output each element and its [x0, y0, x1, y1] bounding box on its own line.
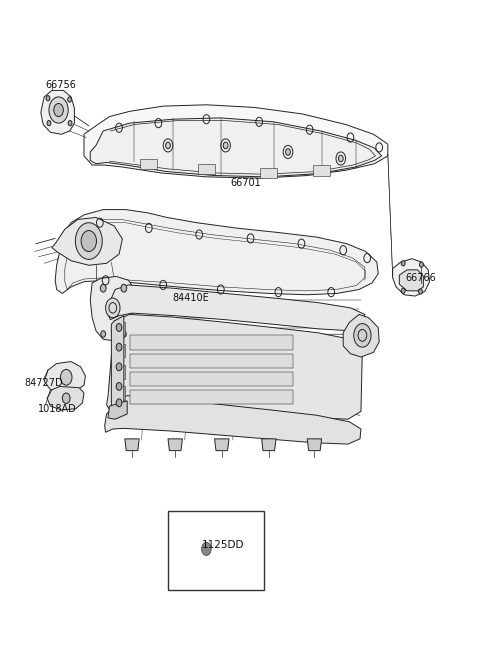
Polygon shape: [55, 210, 378, 295]
Polygon shape: [399, 270, 423, 291]
Polygon shape: [41, 90, 74, 134]
Circle shape: [401, 288, 405, 293]
Bar: [120, 386, 125, 400]
Polygon shape: [343, 314, 379, 357]
Circle shape: [116, 399, 122, 407]
Circle shape: [202, 542, 211, 555]
Circle shape: [62, 393, 70, 403]
Bar: [168, 511, 264, 590]
Text: 66766: 66766: [406, 273, 436, 284]
Bar: [120, 365, 125, 379]
Bar: [140, 159, 157, 169]
Bar: [120, 322, 125, 335]
Polygon shape: [47, 386, 84, 410]
Circle shape: [49, 97, 68, 123]
Circle shape: [106, 298, 120, 318]
Polygon shape: [111, 316, 124, 409]
Bar: [198, 164, 215, 174]
Circle shape: [286, 149, 290, 155]
Circle shape: [354, 324, 371, 347]
Polygon shape: [107, 314, 362, 419]
Circle shape: [101, 331, 106, 337]
Circle shape: [121, 284, 127, 292]
Polygon shape: [215, 439, 229, 451]
Polygon shape: [307, 439, 322, 451]
Polygon shape: [52, 217, 122, 265]
Polygon shape: [84, 105, 388, 178]
Text: 66756: 66756: [46, 80, 76, 90]
Circle shape: [401, 261, 405, 266]
Circle shape: [46, 96, 50, 101]
Text: 84410E: 84410E: [173, 293, 210, 303]
Polygon shape: [90, 118, 382, 177]
Circle shape: [54, 103, 63, 117]
Text: 1018AD: 1018AD: [38, 404, 77, 415]
Circle shape: [116, 324, 122, 331]
Polygon shape: [125, 439, 139, 451]
Circle shape: [166, 142, 170, 149]
Circle shape: [338, 155, 343, 162]
Circle shape: [60, 369, 72, 385]
Polygon shape: [393, 259, 430, 296]
Polygon shape: [90, 276, 134, 341]
Polygon shape: [108, 401, 127, 419]
Text: 1125DD: 1125DD: [202, 540, 244, 550]
Circle shape: [116, 383, 122, 390]
Text: 66701: 66701: [230, 178, 261, 189]
Bar: [313, 165, 330, 176]
Text: 84727D: 84727D: [24, 378, 62, 388]
Circle shape: [100, 284, 106, 292]
Bar: [130, 372, 293, 386]
Bar: [130, 335, 293, 350]
Circle shape: [419, 289, 422, 294]
Circle shape: [116, 363, 122, 371]
Circle shape: [47, 121, 51, 126]
Bar: [120, 344, 125, 357]
Circle shape: [81, 231, 96, 252]
Polygon shape: [44, 362, 85, 393]
Circle shape: [121, 331, 126, 337]
Bar: [260, 168, 277, 178]
Polygon shape: [105, 396, 361, 444]
Circle shape: [223, 142, 228, 149]
Bar: [130, 390, 293, 404]
Polygon shape: [108, 285, 365, 331]
Circle shape: [68, 121, 72, 126]
Bar: [130, 354, 293, 368]
Circle shape: [75, 223, 102, 259]
Circle shape: [68, 97, 72, 102]
Polygon shape: [168, 439, 182, 451]
Circle shape: [116, 343, 122, 351]
Polygon shape: [262, 439, 276, 451]
Circle shape: [420, 262, 423, 267]
